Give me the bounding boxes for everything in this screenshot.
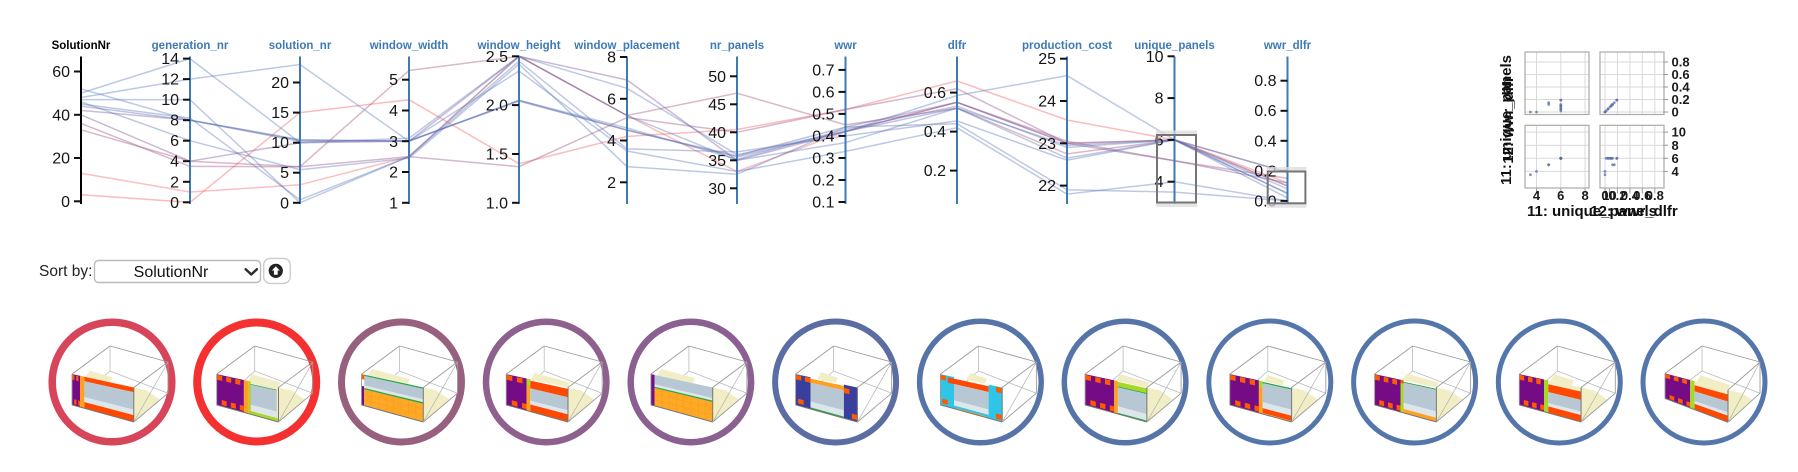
svg-text:10: 10 [1146, 49, 1164, 66]
svg-text:1.0: 1.0 [486, 195, 508, 212]
svg-text:0.4: 0.4 [1254, 133, 1276, 150]
svg-text:4: 4 [1155, 174, 1164, 191]
svg-text:0.4: 0.4 [924, 124, 946, 141]
svg-text:2.0: 2.0 [486, 98, 508, 115]
svg-text:0.8: 0.8 [1646, 188, 1664, 203]
svg-text:22: 22 [1038, 178, 1056, 195]
svg-text:0.4: 0.4 [1621, 188, 1640, 203]
svg-text:24: 24 [1038, 94, 1056, 111]
svg-text:60: 60 [52, 64, 70, 81]
svg-text:window_height: window_height [476, 40, 560, 52]
svg-text:40: 40 [708, 125, 726, 142]
svg-text:50: 50 [708, 69, 726, 86]
svg-text:12: wwr_dlfr: 12: wwr_dlfr [1500, 76, 1517, 164]
svg-text:6: 6 [1155, 132, 1164, 149]
svg-text:20: 20 [52, 151, 70, 168]
svg-text:45: 45 [708, 97, 726, 114]
svg-text:2: 2 [607, 175, 616, 192]
svg-text:4: 4 [389, 103, 398, 120]
svg-text:11: unique_panels: 11: unique_panels [1527, 203, 1657, 220]
svg-text:4: 4 [170, 154, 179, 171]
svg-text:production_cost: production_cost [1022, 40, 1112, 52]
svg-text:20: 20 [271, 75, 289, 92]
svg-text:wwr_dlfr: wwr_dlfr [1263, 40, 1312, 52]
svg-text:0.7: 0.7 [812, 62, 834, 79]
svg-text:0: 0 [1601, 188, 1608, 203]
svg-text:2: 2 [170, 174, 179, 191]
svg-text:solution_nr: solution_nr [269, 40, 332, 52]
svg-text:0.6: 0.6 [924, 85, 946, 102]
svg-text:5: 5 [389, 72, 398, 89]
svg-text:35: 35 [708, 153, 726, 170]
svg-text:11: unique_panels: 11: unique_panels [1498, 55, 1515, 185]
svg-text:window_width: window_width [369, 40, 449, 52]
svg-text:10: 10 [1672, 125, 1686, 140]
svg-text:6: 6 [1672, 151, 1679, 166]
svg-text:30: 30 [708, 181, 726, 198]
svg-text:14: 14 [161, 51, 179, 68]
svg-text:nr_panels: nr_panels [710, 40, 764, 52]
svg-text:10: 10 [1602, 188, 1616, 203]
svg-text:0.2: 0.2 [812, 173, 834, 190]
svg-text:4: 4 [607, 133, 616, 150]
svg-text:8: 8 [607, 50, 616, 67]
svg-text:0.2: 0.2 [1608, 188, 1626, 203]
svg-text:2.5: 2.5 [486, 49, 508, 66]
svg-text:generation_nr: generation_nr [152, 40, 229, 52]
svg-text:8: 8 [170, 113, 179, 130]
svg-text:0: 0 [170, 195, 179, 212]
svg-text:wwr: wwr [833, 40, 857, 52]
svg-text:dlfr: dlfr [948, 40, 967, 52]
svg-text:12: 12 [161, 72, 179, 89]
svg-text:40: 40 [52, 107, 70, 124]
svg-text:25: 25 [1038, 51, 1056, 68]
svg-text:2: 2 [389, 165, 398, 182]
svg-text:0.1: 0.1 [812, 195, 834, 212]
svg-text:0.6: 0.6 [1672, 67, 1690, 82]
svg-text:10: 10 [161, 92, 179, 109]
svg-text:12: wwr_dlfr: 12: wwr_dlfr [1590, 203, 1678, 220]
svg-text:unique_panels: unique_panels [1134, 40, 1215, 52]
svg-text:4: 4 [1672, 164, 1680, 179]
svg-text:5: 5 [280, 165, 289, 182]
svg-text:0: 0 [61, 194, 70, 211]
svg-text:1: 1 [389, 195, 398, 212]
svg-text:10: 10 [271, 135, 289, 152]
svg-text:0.0: 0.0 [1254, 193, 1276, 210]
svg-text:0.6: 0.6 [1633, 188, 1651, 203]
svg-text:3: 3 [389, 134, 398, 151]
svg-text:6: 6 [607, 91, 616, 108]
svg-text:0: 0 [280, 195, 289, 212]
svg-text:0.6: 0.6 [812, 84, 834, 101]
svg-text:8: 8 [1155, 91, 1164, 108]
svg-text:0.4: 0.4 [812, 128, 834, 145]
svg-text:0.2: 0.2 [924, 163, 946, 180]
svg-text:8: 8 [1672, 138, 1679, 153]
svg-text:SolutionNr: SolutionNr [52, 40, 111, 52]
svg-text:6: 6 [1557, 188, 1564, 203]
svg-text:0.8: 0.8 [1254, 73, 1276, 90]
svg-text:23: 23 [1038, 136, 1056, 153]
svg-text:window_placement: window_placement [573, 40, 680, 52]
svg-text:0: 0 [1672, 105, 1679, 120]
svg-text:0.8: 0.8 [1672, 55, 1690, 70]
svg-text:6: 6 [170, 133, 179, 150]
svg-text:4: 4 [1533, 188, 1541, 203]
svg-text:0.6: 0.6 [1254, 103, 1276, 120]
svg-text:15: 15 [271, 105, 289, 122]
svg-text:0.5: 0.5 [812, 106, 834, 123]
svg-text:0.4: 0.4 [1672, 80, 1691, 95]
svg-text:0.2: 0.2 [1672, 92, 1690, 107]
svg-text:Sort by:: Sort by: [39, 263, 92, 280]
svg-text:SolutionNr: SolutionNr [134, 264, 209, 281]
svg-text:8: 8 [1581, 188, 1588, 203]
svg-text:1.5: 1.5 [486, 147, 508, 164]
svg-text:0.3: 0.3 [812, 151, 834, 168]
